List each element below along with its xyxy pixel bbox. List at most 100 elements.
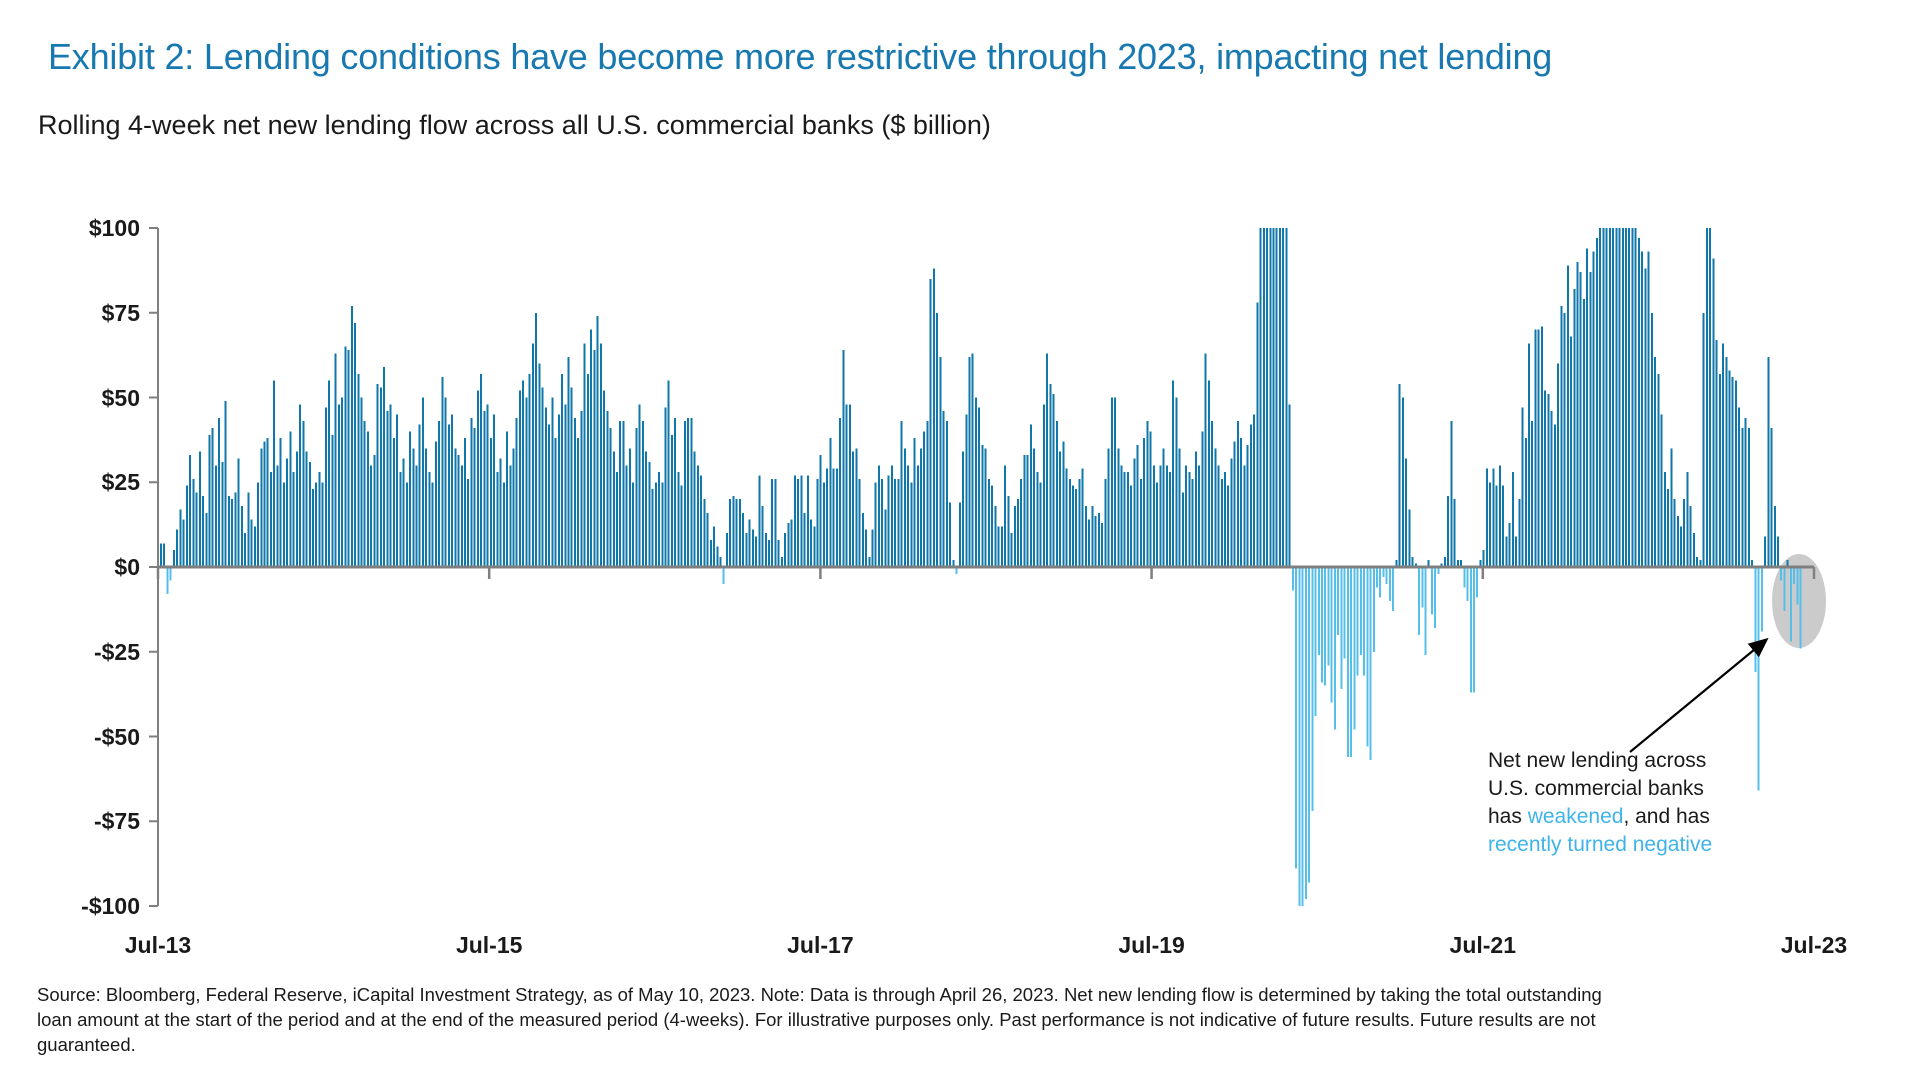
bar [1676,516,1679,567]
bar [1789,567,1792,642]
bar [1547,394,1550,567]
bar [1026,455,1029,567]
bar [1236,421,1239,567]
bar [1579,272,1582,567]
bar [945,421,948,567]
bar [958,502,961,567]
bar [1259,228,1262,567]
y-tick-label: -$100 [81,893,140,919]
bar [214,465,217,567]
y-tick-label: -$75 [93,808,140,835]
highlight-ellipse-shape [1772,554,1826,648]
bar [1033,448,1036,567]
bar [1123,472,1126,567]
bar [444,397,447,567]
bar [198,451,201,567]
bar [1793,567,1796,584]
bar [586,373,589,567]
bar [350,305,353,567]
bar [464,438,466,567]
bar [774,478,777,567]
bar [994,505,997,567]
bar [1114,397,1117,567]
bar [1146,421,1149,567]
bar [1036,472,1039,567]
bar [1101,522,1104,567]
bar [1560,305,1563,567]
bar [1592,251,1595,568]
bar [318,472,321,567]
bar [693,451,696,567]
bar [1689,505,1692,567]
bar [1780,567,1783,581]
bar [383,366,386,567]
bar [793,475,796,567]
bar [1388,567,1391,601]
bar [1663,472,1666,567]
source-note: Source: Bloomberg, Federal Reserve, iCap… [37,984,1602,1055]
bar [716,546,719,567]
bar [509,465,512,567]
bar [719,556,722,567]
bar [609,428,612,567]
bar [1379,567,1382,598]
bar [732,495,735,567]
bar [1308,567,1311,883]
bar [1637,238,1640,568]
bar [179,509,182,567]
bar [910,482,913,567]
bar [1531,421,1534,567]
bar [1553,424,1556,567]
bar [677,472,680,567]
bar [493,414,496,567]
bar [593,350,596,567]
bar [1508,522,1511,567]
bar [409,431,412,567]
bar [1722,343,1725,567]
bar [913,438,916,567]
bar [897,478,900,567]
x-tick-label: Jul-15 [455,932,523,958]
bar [1004,465,1007,567]
bar [635,428,638,567]
bar [1621,228,1624,567]
bar [919,448,922,567]
bar [1799,567,1802,649]
bar [696,465,699,567]
bar [1169,472,1172,567]
bar [1311,567,1314,812]
bar [502,482,505,567]
bar [848,404,851,567]
bar [460,465,463,567]
bar [1401,397,1404,567]
bar [939,356,942,567]
bar [1029,424,1032,567]
bar [1078,478,1081,567]
bar [299,404,302,567]
bar [544,407,547,567]
bar [1214,448,1217,567]
bar [1667,489,1670,567]
bar [573,417,576,567]
bar [1298,567,1301,906]
bar [1249,424,1252,567]
bar [1007,495,1010,567]
x-tick-label: Jul-17 [787,932,854,958]
bar [528,373,531,567]
bar [1081,468,1084,567]
bar [1511,472,1514,567]
bar [308,461,311,567]
bar [402,458,405,567]
bar [428,472,431,567]
bar [683,421,686,567]
bar [512,448,515,567]
bar [1586,248,1589,567]
axes-group [149,227,1816,907]
bar [1570,336,1573,567]
bar [713,526,716,567]
bar [745,533,748,567]
bar [1217,465,1220,567]
bar [1046,353,1049,567]
bar [952,560,955,567]
bar [797,478,800,567]
